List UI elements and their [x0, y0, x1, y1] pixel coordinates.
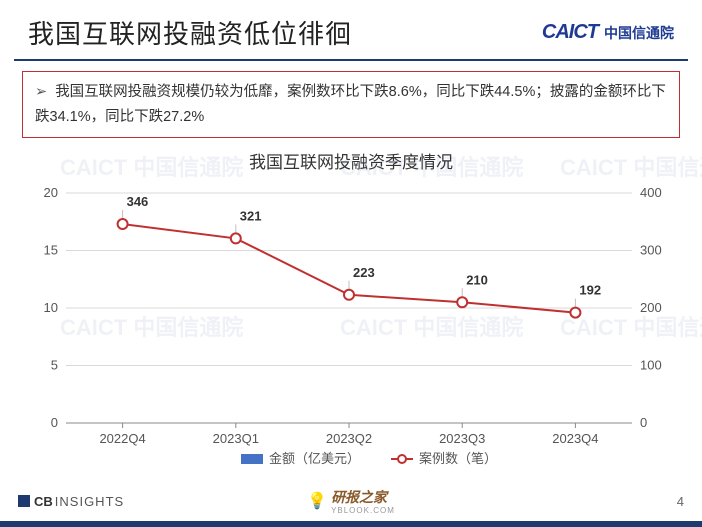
bullet-icon: ➢: [35, 84, 47, 100]
svg-text:200: 200: [640, 300, 662, 315]
quarterly-chart: 0510152001002003004002022Q412.32023Q117.…: [22, 177, 680, 477]
svg-text:案例数（笔）: 案例数（笔）: [419, 451, 497, 466]
svg-text:2023Q1: 2023Q1: [213, 431, 259, 446]
svg-text:10: 10: [44, 300, 58, 315]
svg-text:9.0: 9.0: [566, 326, 584, 341]
lamp-icon: 💡: [307, 491, 327, 511]
header: 我国互联网投融资低位徘徊 CAICT 中国信通院: [0, 0, 702, 59]
svg-text:0: 0: [640, 415, 647, 430]
svg-text:210: 210: [466, 273, 488, 288]
caict-logo: CAICT 中国信通院: [542, 21, 674, 44]
svg-text:5: 5: [51, 358, 58, 373]
svg-text:10.1: 10.1: [336, 313, 361, 328]
logo-mark: CAICT: [542, 21, 598, 44]
cb-insights-text: INSIGHTS: [55, 494, 124, 509]
svg-text:2023Q2: 2023Q2: [326, 431, 372, 446]
svg-text:2022Q4: 2022Q4: [99, 431, 145, 446]
svg-text:20: 20: [44, 185, 58, 200]
svg-text:321: 321: [240, 209, 262, 224]
cb-text: CB: [34, 494, 53, 509]
yblook-logo: 💡 研报之家 YBLOOK.COM: [307, 487, 395, 515]
svg-text:223: 223: [353, 265, 375, 280]
svg-text:15: 15: [44, 243, 58, 258]
yb-sub: YBLOOK.COM: [331, 507, 395, 515]
slide-root: 我国互联网投融资低位徘徊 CAICT 中国信通院 ➢ 我国互联网投融资规模仍较为…: [0, 0, 702, 527]
svg-text:346: 346: [127, 194, 149, 209]
chart-container: 我国互联网投融资季度情况 0510152001002003004002022Q4…: [22, 148, 680, 488]
header-rule: [14, 59, 688, 61]
svg-text:0: 0: [51, 415, 58, 430]
yb-text: 研报之家: [331, 489, 387, 505]
chart-title: 我国互联网投融资季度情况: [22, 148, 680, 173]
cb-square-icon: [18, 495, 30, 507]
svg-text:300: 300: [640, 243, 662, 258]
svg-text:400: 400: [640, 185, 662, 200]
logo-cn: 中国信通院: [604, 23, 674, 43]
summary-box: ➢ 我国互联网投融资规模仍较为低靡，案例数环比下跌8.6%，同比下跌44.5%；…: [22, 71, 680, 138]
summary-text: 我国互联网投融资规模仍较为低靡，案例数环比下跌8.6%，同比下跌44.5%；披露…: [35, 84, 666, 125]
svg-text:192: 192: [579, 283, 601, 298]
svg-text:12.3: 12.3: [110, 288, 135, 303]
cbinsights-logo: CB INSIGHTS: [18, 494, 124, 509]
page-number: 4: [677, 494, 684, 509]
svg-text:2023Q3: 2023Q3: [439, 431, 485, 446]
svg-text:2023Q4: 2023Q4: [552, 431, 598, 446]
footer: CB INSIGHTS 💡 研报之家 YBLOOK.COM 4: [0, 487, 702, 515]
svg-text:100: 100: [640, 358, 662, 373]
svg-text:金额（亿美元）: 金额（亿美元）: [269, 451, 360, 466]
slide-title: 我国互联网投融资低位徘徊: [28, 14, 352, 51]
